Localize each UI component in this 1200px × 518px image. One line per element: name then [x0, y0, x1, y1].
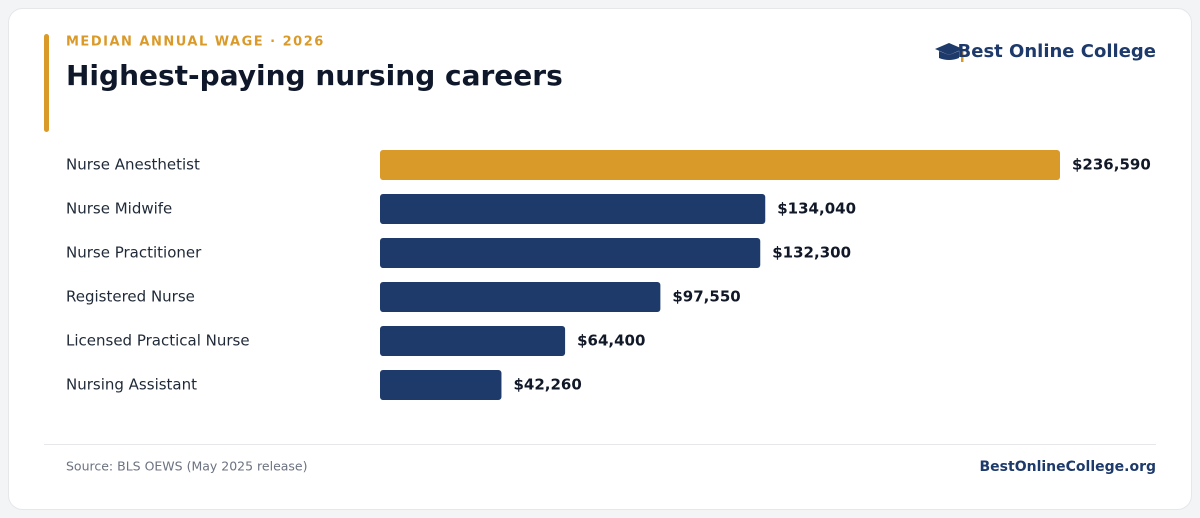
chart-title: Highest-paying nursing careers	[66, 59, 563, 92]
cap-tassel	[961, 49, 964, 62]
category-label: Nursing Assistant	[66, 376, 197, 394]
bar	[380, 238, 761, 268]
value-label: $64,400	[577, 332, 645, 350]
source-note: Source: BLS OEWS (May 2025 release)	[66, 459, 308, 474]
category-label: Nurse Anesthetist	[66, 156, 200, 174]
value-label: $236,590	[1072, 156, 1151, 174]
cap-base	[939, 51, 959, 60]
bar	[380, 370, 502, 400]
bar	[380, 194, 766, 224]
brand-logo	[935, 43, 964, 62]
website: BestOnlineCollege.org	[980, 459, 1156, 475]
category-label: Nurse Midwife	[66, 200, 172, 218]
value-label: $42,260	[513, 376, 581, 394]
bar	[380, 326, 566, 356]
bar	[380, 150, 1060, 180]
value-label: $132,300	[772, 244, 851, 262]
category-label: Registered Nurse	[66, 288, 195, 306]
accent-bar	[44, 34, 49, 132]
category-label: Licensed Practical Nurse	[66, 332, 250, 350]
category-label: Nurse Practitioner	[66, 244, 202, 262]
bar	[380, 282, 661, 312]
value-label: $97,550	[672, 288, 740, 306]
value-label: $134,040	[777, 200, 856, 218]
brand-name: Best Online College	[958, 41, 1156, 62]
chart-subtitle: MEDIAN ANNUAL WAGE · 2026	[66, 35, 325, 50]
cap-top	[935, 43, 963, 55]
